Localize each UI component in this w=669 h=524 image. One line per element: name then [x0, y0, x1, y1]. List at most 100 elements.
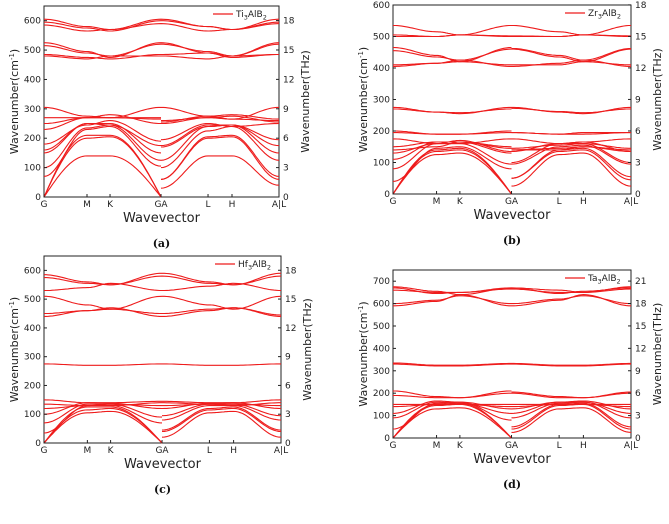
y-right-tick-label: 6	[635, 127, 641, 137]
plot-frame	[43, 5, 280, 198]
y-tick-label: 100	[24, 410, 41, 420]
band-line-9	[43, 399, 282, 404]
band-line-12	[44, 106, 279, 120]
band-line-6	[43, 122, 280, 154]
band-line-9	[392, 138, 631, 148]
y-axis-title: Wavenumber(cm-1)	[8, 49, 21, 154]
y-tick-label: 600	[373, 300, 390, 310]
band-line-17	[44, 23, 280, 32]
y-tick-label: 200	[24, 134, 41, 144]
band-line-14	[393, 295, 631, 305]
y-tick-label: 200	[373, 127, 390, 137]
y-tick-label: 0	[35, 439, 41, 449]
panel-c: G M K GA L H A|L01002003004005006000369121518W…	[8, 255, 314, 496]
y-tick-label: 300	[373, 96, 390, 106]
y-right-tick-label: 6	[283, 134, 289, 144]
x-axis-title: Wavevector	[123, 211, 201, 226]
y-right-tick-label: 15	[635, 32, 646, 42]
x-tick-label: L	[207, 446, 212, 456]
y-tick-label: 0	[35, 193, 41, 203]
y-right-tick-label: 0	[635, 190, 641, 200]
x-tick-label: K	[107, 200, 114, 210]
y-right-tick-label: 3	[635, 158, 641, 168]
y-tick-label: 400	[373, 64, 390, 74]
band-line-11	[393, 363, 631, 367]
y-tick-label: 600	[373, 1, 390, 11]
y-tick-label: 600	[24, 266, 41, 276]
band-line-11	[44, 307, 281, 317]
band-line-10	[44, 363, 281, 366]
band-line-3	[392, 402, 632, 439]
band-line-16	[43, 42, 280, 58]
y-tick-label: 100	[373, 159, 390, 169]
band-line-14	[44, 52, 279, 60]
x-tick-label: K	[457, 441, 464, 451]
x-tick-label: A|L	[624, 197, 638, 207]
y-axis-title: Wavenumber(cm-1)	[8, 297, 21, 402]
y-right-axis-title: Wavenumber(THz)	[651, 48, 664, 150]
x-tick-label: A|L	[624, 441, 638, 451]
panel-label: (b)	[503, 234, 521, 247]
band-line-13	[44, 53, 279, 60]
y-right-tick-label: 21	[635, 277, 646, 287]
band-line-14	[393, 106, 631, 114]
y-right-tick-label: 12	[283, 75, 294, 85]
band-line-1	[392, 152, 632, 195]
y-right-tick-label: 15	[635, 322, 646, 332]
y-tick-label: 500	[373, 33, 390, 43]
y-right-tick-label: 12	[635, 344, 646, 354]
x-tick-label: GA	[505, 197, 519, 207]
y-tick-label: 200	[373, 389, 390, 399]
band-line-18	[392, 46, 631, 63]
x-tick-label: M	[433, 197, 441, 207]
band-line-7	[43, 122, 280, 151]
band-line-13	[44, 295, 282, 310]
y-tick-label: 400	[373, 344, 390, 354]
y-right-tick-label: 9	[283, 105, 289, 115]
band-line-12	[393, 130, 631, 135]
panel-d: G M K GA L H A|L010020030040050060070003691215…	[357, 269, 664, 491]
y-tick-label: 100	[24, 164, 41, 174]
x-tick-label: M	[83, 200, 91, 210]
y-axis-title: Wavenumber(cm-1)	[357, 47, 370, 152]
band-line-19	[43, 18, 280, 31]
band-line-2	[392, 149, 632, 195]
y-right-axis-title: Wavenumber(THz)	[299, 50, 312, 152]
y-tick-label: 400	[24, 75, 41, 85]
y-tick-label: 0	[384, 190, 390, 200]
y-right-tick-label: 0	[283, 193, 289, 203]
panel-label: (a)	[153, 237, 171, 250]
band-line-7	[44, 403, 281, 410]
y-right-axis-title: Wavenumber(THz)	[651, 303, 664, 405]
y-right-tick-label: 18	[283, 17, 295, 27]
band-line-2	[392, 403, 632, 439]
x-axis-title: Wavevector	[124, 457, 202, 472]
band-line-4	[43, 405, 282, 434]
x-tick-label: K	[108, 446, 115, 456]
x-tick-label: G	[390, 441, 397, 451]
x-tick-label: GA	[505, 441, 519, 451]
band-line-3	[392, 147, 632, 195]
x-tick-label: G	[390, 197, 397, 207]
x-tick-label: H	[580, 197, 587, 207]
y-tick-label: 500	[24, 295, 41, 305]
band-line-15	[44, 275, 282, 286]
y-right-tick-label: 18	[635, 1, 647, 11]
x-tick-label: M	[433, 441, 441, 451]
y-right-tick-label: 12	[285, 324, 296, 334]
y-right-tick-label: 6	[285, 381, 291, 391]
band-line-12	[44, 307, 282, 316]
y-right-tick-label: 3	[283, 164, 289, 174]
panel-b: G M K GA L H A|L01002003004005006000369121518W…	[357, 1, 664, 247]
y-tick-label: 600	[24, 17, 41, 27]
band-line-4	[43, 125, 280, 177]
x-tick-label: A|L	[274, 446, 288, 456]
band-line-1	[392, 407, 632, 439]
band-line-8	[393, 141, 631, 151]
band-line-3	[43, 406, 282, 444]
legend-label: Zr3AlB2	[588, 9, 621, 21]
band-line-8	[43, 120, 280, 145]
x-tick-label: M	[83, 446, 91, 456]
legend-label: Hf3AlB2	[238, 260, 271, 272]
